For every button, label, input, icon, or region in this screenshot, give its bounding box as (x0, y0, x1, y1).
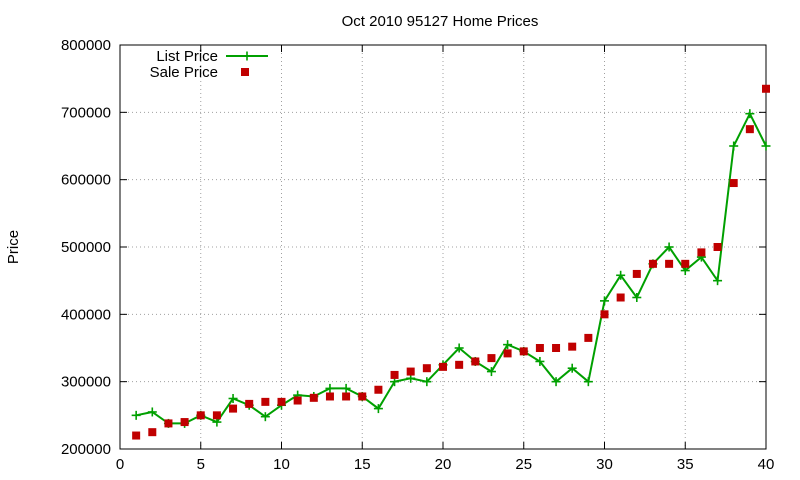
sale-price-point (245, 399, 254, 408)
sale-price-point (519, 347, 528, 356)
sale-price-point (277, 397, 286, 406)
sale-price-point (374, 385, 383, 394)
y-tick-label: 300000 (61, 374, 111, 391)
y-tick-label: 500000 (61, 239, 111, 256)
list-price-line (135, 111, 767, 425)
x-tick-label: 30 (596, 456, 613, 473)
list-price-point (486, 367, 496, 377)
sale-price-point (616, 293, 625, 302)
sale-price-point (180, 418, 189, 427)
sale-price-point (439, 362, 447, 371)
x-tick-label: 35 (677, 456, 694, 473)
sale-price-point (309, 393, 318, 402)
sale-price-point (325, 392, 334, 401)
sale-price-point (648, 259, 657, 268)
list-price-point (600, 296, 609, 306)
sale-price-point (422, 364, 431, 373)
list-price-point (422, 377, 432, 387)
sale-price-point (196, 411, 205, 420)
x-tick-label: 20 (435, 456, 452, 473)
sale-price-point (600, 310, 609, 319)
sale-price-point (697, 248, 706, 257)
sale-price-point (455, 360, 464, 369)
sale-price-point (132, 431, 141, 440)
list-price-point (260, 412, 270, 422)
legend-label: Sale Price (150, 64, 218, 81)
series (131, 84, 771, 440)
sale-price-point (762, 84, 770, 93)
y-axis-label: Price (5, 230, 22, 264)
list-price-point (713, 276, 723, 286)
x-tick-label: 0 (116, 456, 124, 473)
sale-price-point (487, 354, 496, 363)
sale-price-point (261, 397, 270, 406)
sale-price-point (729, 179, 738, 188)
list-price-series (131, 109, 771, 428)
sale-price-point (229, 404, 238, 413)
sale-price-point (503, 349, 512, 358)
list-price-point (325, 383, 335, 393)
sale-price-point (568, 342, 577, 351)
list-price-point (503, 340, 513, 350)
list-price-point (761, 141, 771, 151)
list-price-point (551, 377, 561, 387)
list-price-point (373, 404, 383, 414)
sale-price-point (471, 357, 480, 366)
sale-price-point (293, 396, 302, 405)
sale-price-point (535, 344, 544, 352)
list-price-point (632, 293, 642, 302)
list-price-point (535, 356, 545, 366)
grid (120, 45, 766, 449)
y-tick-label: 700000 (61, 104, 111, 121)
sale-price-point (681, 259, 690, 268)
sale-price-point (406, 367, 415, 376)
legend-list-price-marker (242, 51, 252, 61)
sale-price-point (390, 370, 399, 379)
sale-price-point (164, 419, 173, 428)
x-tick-label: 5 (197, 456, 205, 473)
sale-price-point (745, 125, 754, 134)
y-tick-label: 200000 (61, 441, 111, 458)
chart-title: Oct 2010 95127 Home Prices (342, 13, 539, 30)
x-tick-label: 15 (354, 456, 371, 473)
legend-label: List Price (156, 48, 218, 65)
list-price-point (729, 141, 739, 151)
list-price-point (616, 270, 626, 280)
sale-price-point (584, 333, 593, 342)
x-tick-label: 10 (273, 456, 290, 473)
list-price-point (147, 407, 157, 417)
sale-price-point (713, 243, 722, 251)
x-tick-label: 25 (515, 456, 532, 473)
x-tick-label: 40 (758, 456, 775, 473)
sale-price-point (212, 411, 221, 420)
list-price-point (454, 343, 464, 353)
list-price-point (131, 410, 141, 420)
list-price-point (664, 242, 674, 252)
sale-price-point (632, 269, 641, 278)
list-price-point (745, 109, 755, 119)
axes: 0 5 10 15 20 25 30 35 40 200000 300000 400000 500000… (61, 37, 774, 473)
sale-price-point (665, 259, 674, 268)
list-price-point (567, 363, 577, 373)
sale-price-point (342, 392, 351, 401)
y-tick-label: 600000 (61, 172, 111, 189)
sale-price-point (148, 428, 157, 437)
sale-price-point (552, 344, 561, 352)
y-tick-label: 400000 (61, 306, 111, 323)
list-price-point (583, 377, 593, 387)
y-tick-label: 800000 (61, 37, 111, 54)
list-price-point (341, 383, 351, 393)
sale-price-series (132, 84, 770, 440)
sale-price-point (358, 392, 367, 401)
legend-sale-price-marker (241, 68, 249, 76)
list-price-point (228, 394, 238, 403)
